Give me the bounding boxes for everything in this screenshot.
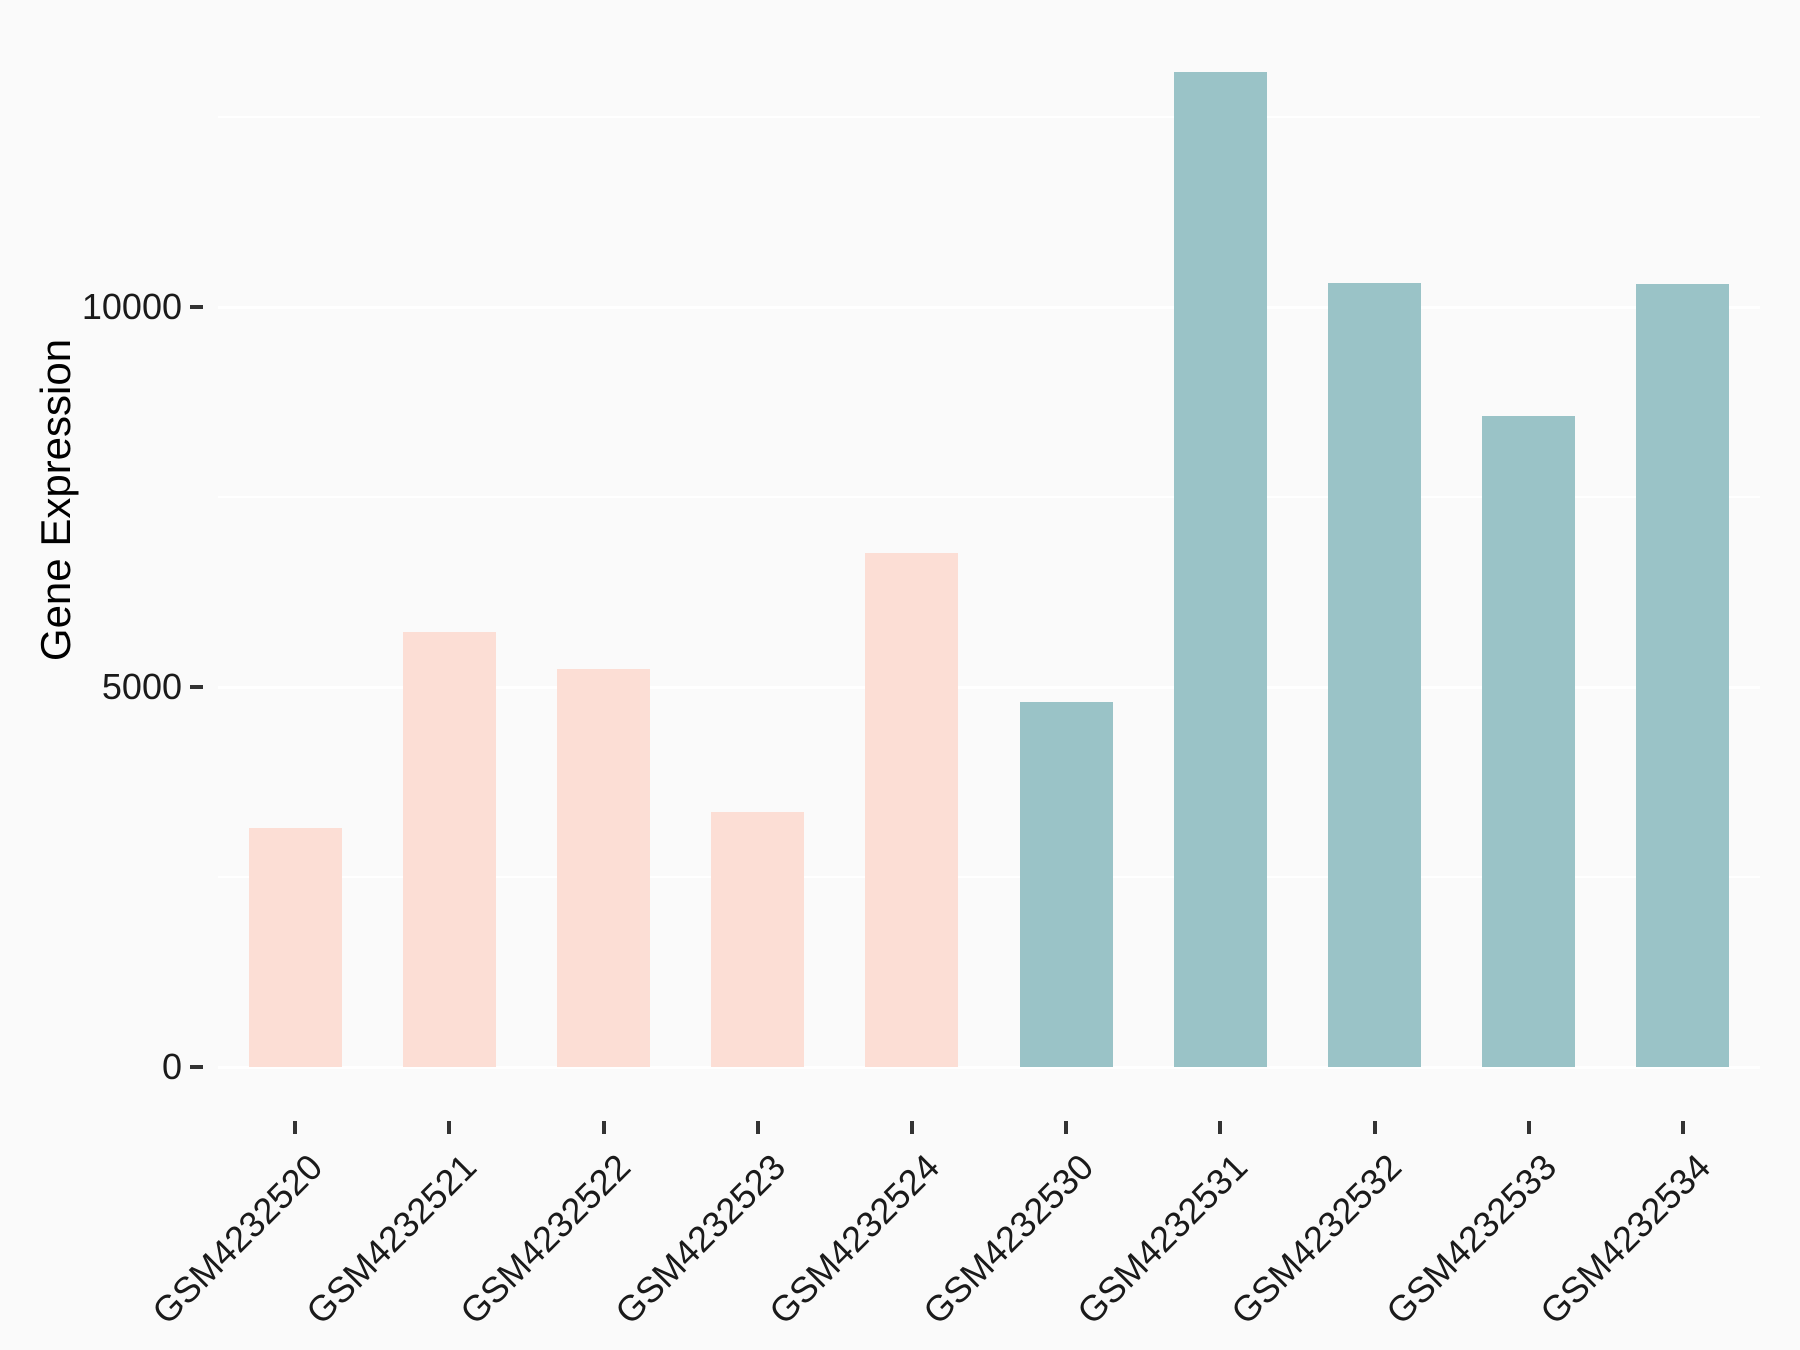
y-tick-mark (190, 1065, 203, 1069)
y-tick-label: 10000 (81, 286, 182, 327)
bar-GSM4232520 (249, 828, 342, 1067)
major-gridline (218, 1066, 1760, 1069)
y-axis-title: Gene Expression (32, 338, 79, 662)
bar-GSM4232532 (1328, 283, 1421, 1067)
y-tick-label: 5000 (101, 666, 182, 707)
y-tick-mark (190, 685, 203, 689)
bar-GSM4232521 (403, 632, 496, 1067)
x-tick-mark (601, 1121, 606, 1134)
bar-GSM4232534 (1636, 284, 1729, 1067)
x-tick-mark (909, 1121, 914, 1134)
minor-gridline (218, 116, 1760, 118)
x-tick-mark (1680, 1121, 1685, 1134)
bar-GSM4232533 (1482, 416, 1575, 1067)
minor-gridline (218, 496, 1760, 498)
y-tick-label: 0 (161, 1046, 182, 1087)
x-tick-mark (1218, 1121, 1223, 1134)
major-gridline (218, 686, 1760, 689)
minor-gridline (218, 876, 1760, 878)
x-tick-mark (293, 1121, 298, 1134)
x-tick-mark (1526, 1121, 1531, 1134)
y-tick-mark (190, 305, 203, 309)
x-tick-mark (1372, 1121, 1377, 1134)
x-tick-mark (1064, 1121, 1069, 1134)
bar-GSM4232522 (557, 669, 650, 1067)
major-gridline (218, 306, 1760, 309)
bar-GSM4232531 (1174, 72, 1267, 1067)
bar-GSM4232523 (711, 812, 804, 1067)
bar-GSM4232524 (865, 553, 958, 1067)
plot-panel (218, 22, 1760, 1117)
bar-GSM4232530 (1020, 702, 1113, 1067)
x-tick-mark (447, 1121, 452, 1134)
x-tick-mark (755, 1121, 760, 1134)
